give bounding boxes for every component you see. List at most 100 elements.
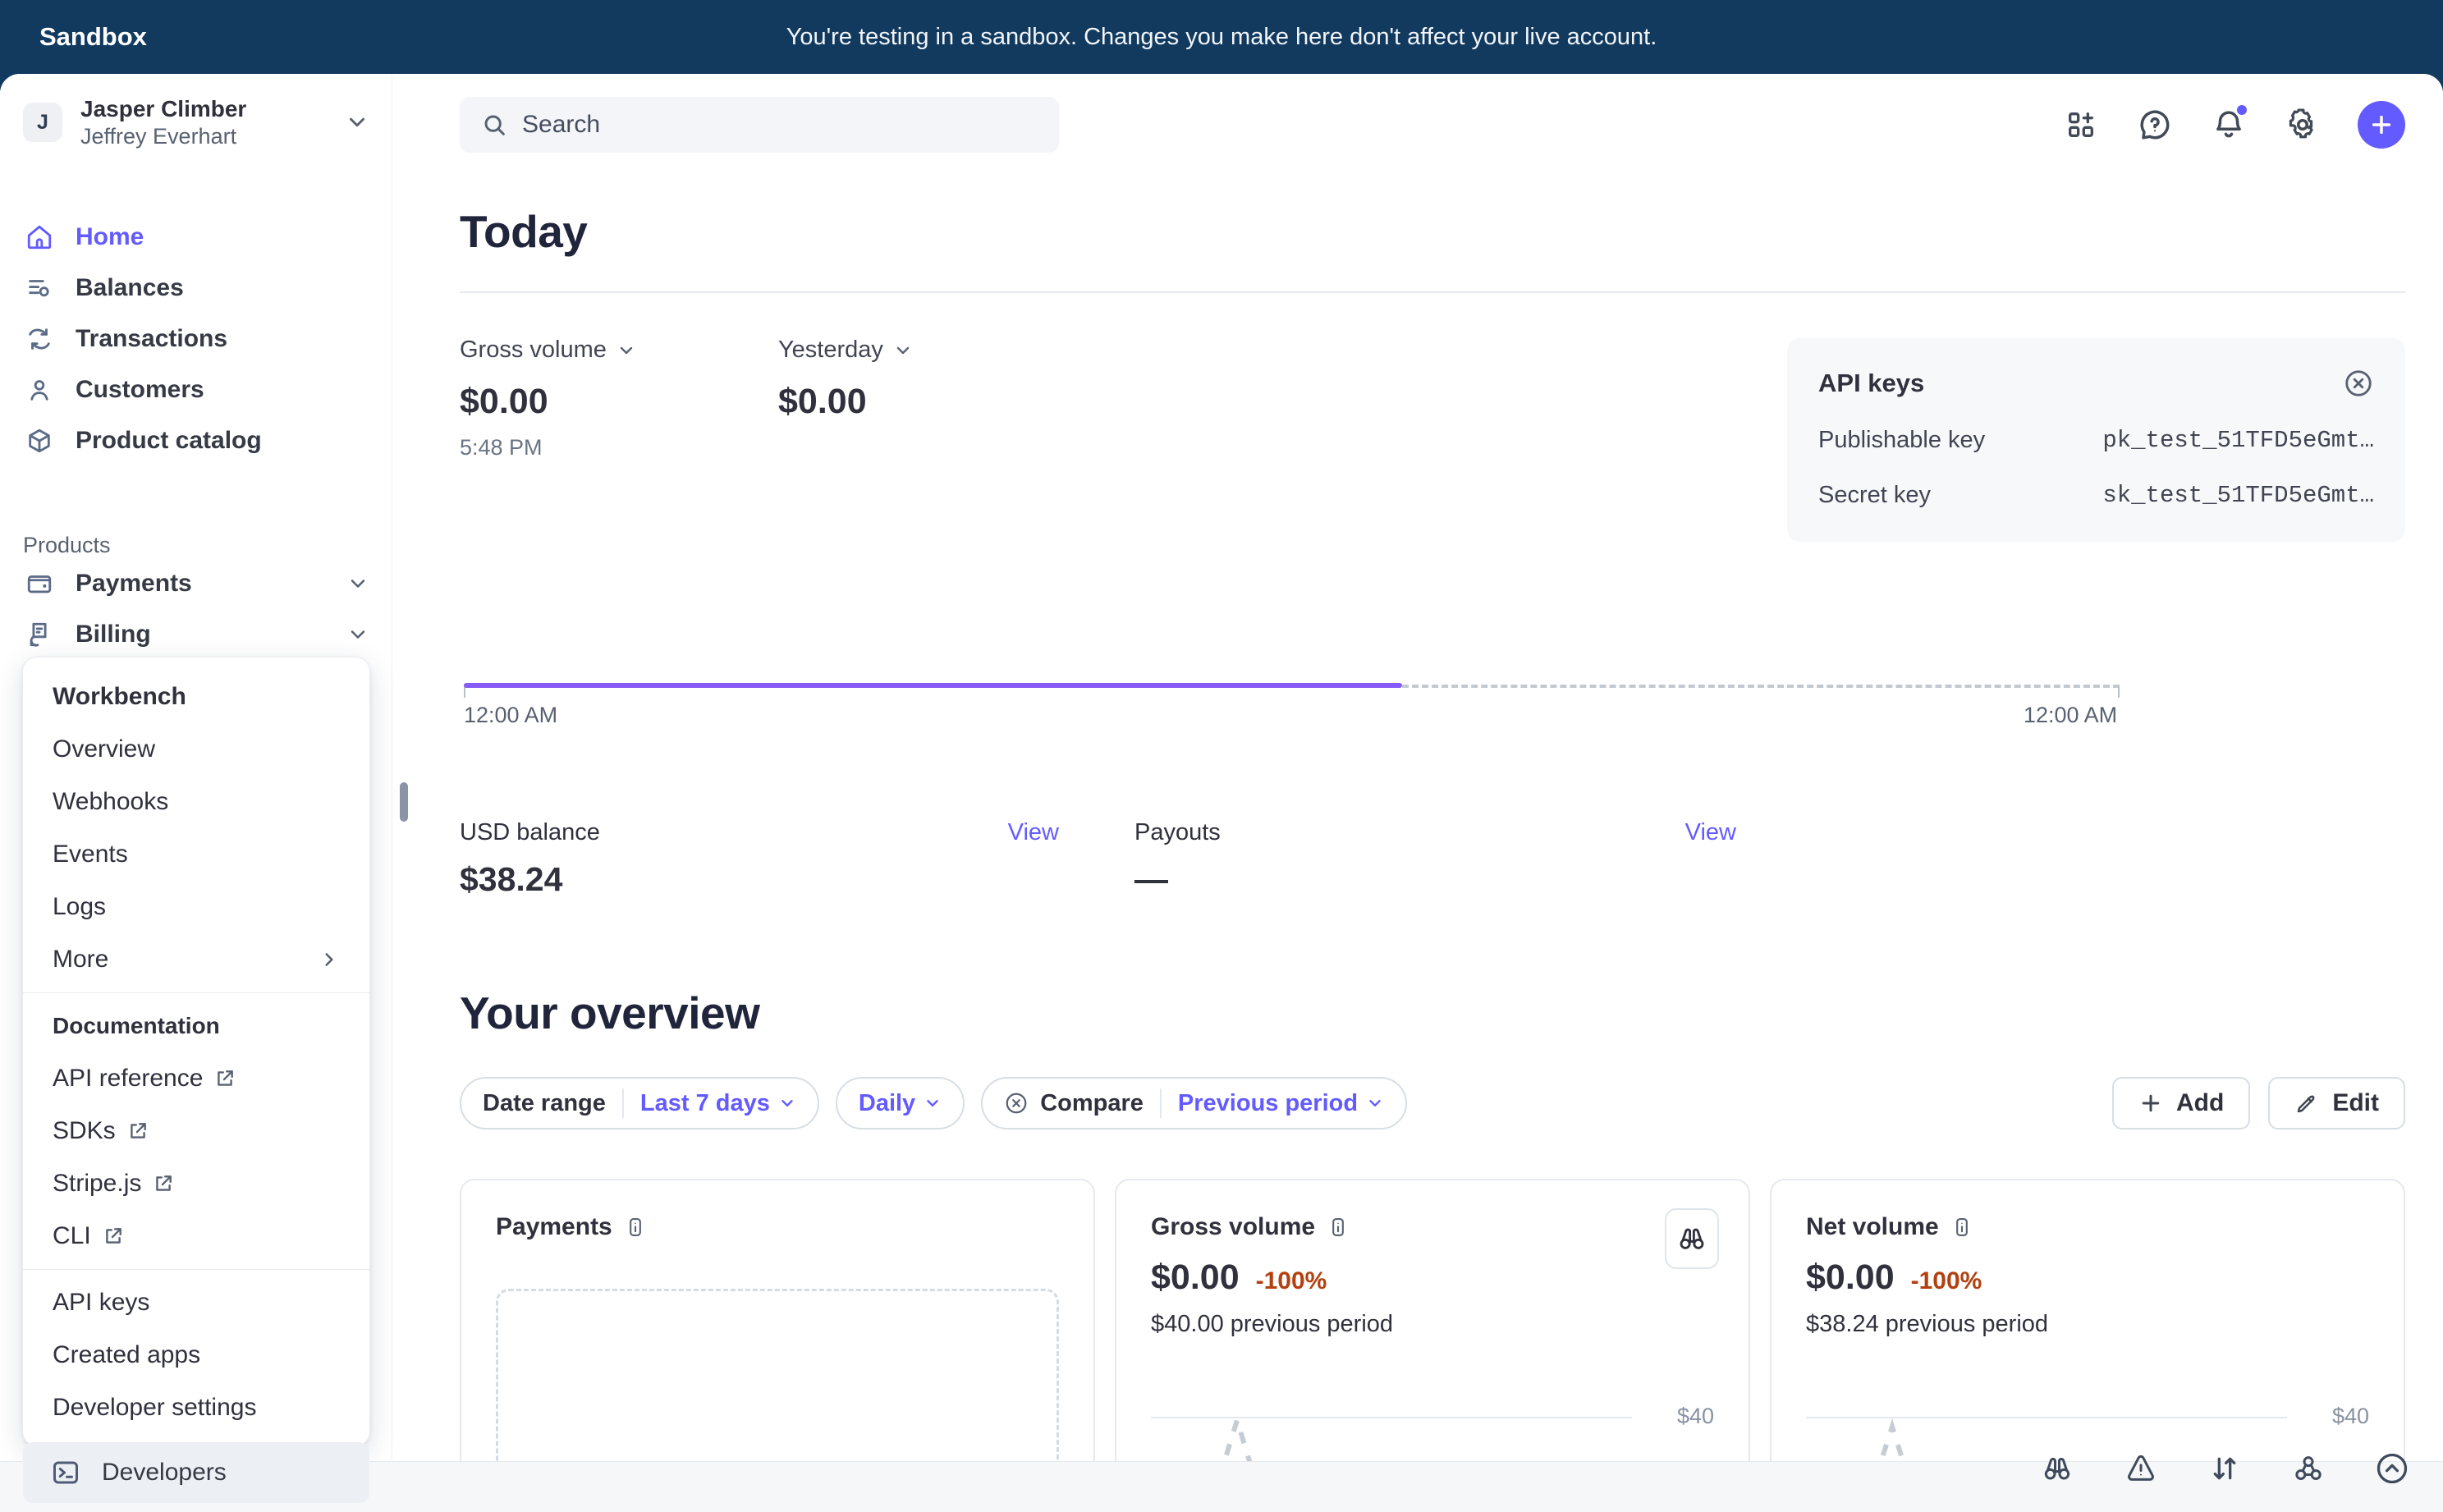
topbar-actions bbox=[2062, 97, 2405, 153]
gross-volume-selector[interactable]: Gross volume bbox=[460, 337, 636, 364]
sidebar-item-label: Product catalog bbox=[76, 427, 262, 455]
binoculars-icon[interactable] bbox=[2039, 1450, 2075, 1487]
explore-binoculars-button[interactable] bbox=[1665, 1208, 1719, 1269]
sidebar-item-payments[interactable]: Payments bbox=[0, 558, 392, 609]
divider bbox=[622, 1088, 624, 1118]
payouts-value: — bbox=[1134, 860, 1168, 899]
gross-volume-time: 5:48 PM bbox=[460, 435, 636, 460]
expand-up-icon[interactable] bbox=[2374, 1450, 2410, 1487]
date-range-label: Date range bbox=[483, 1090, 606, 1117]
card-value: $0.00 bbox=[1806, 1258, 1895, 1298]
popup-item-api-reference[interactable]: API reference bbox=[23, 1052, 369, 1105]
payouts-view-link[interactable]: View bbox=[1685, 819, 1736, 846]
yesterday-metric: Yesterday $0.00 bbox=[778, 337, 913, 422]
sandbox-banner: Sandbox You're testing in a sandbox. Cha… bbox=[0, 0, 2443, 74]
info-icon[interactable] bbox=[1950, 1216, 1973, 1239]
chevron-down-icon bbox=[346, 623, 369, 646]
yesterday-selector[interactable]: Yesterday bbox=[778, 337, 913, 364]
usd-balance-label: USD balance bbox=[460, 819, 600, 846]
timeline-tick bbox=[2118, 686, 2120, 698]
sidebar-item-transactions[interactable]: Transactions bbox=[0, 314, 392, 364]
search-input[interactable] bbox=[522, 111, 1015, 139]
transactions-icon bbox=[23, 325, 56, 353]
apps-grid-icon[interactable] bbox=[2062, 106, 2100, 144]
popup-item-logs[interactable]: Logs bbox=[23, 881, 369, 933]
compare-filter[interactable]: Compare Previous period bbox=[981, 1077, 1407, 1129]
info-icon[interactable] bbox=[624, 1216, 647, 1239]
gross-volume-metric: Gross volume $0.00 5:48 PM bbox=[460, 337, 636, 460]
close-icon[interactable] bbox=[2343, 368, 2374, 399]
card-title: Net volume bbox=[1806, 1213, 1939, 1241]
publishable-key-value[interactable]: pk_test_51TFD5eGmt… bbox=[2102, 427, 2374, 454]
chevron-down-icon bbox=[1366, 1094, 1384, 1112]
popup-item-api-keys[interactable]: API keys bbox=[23, 1276, 369, 1329]
help-icon[interactable] bbox=[2136, 106, 2174, 144]
popup-item-stripe-js[interactable]: Stripe.js bbox=[23, 1157, 369, 1210]
create-plus-button[interactable] bbox=[2358, 101, 2405, 149]
today-timeline-chart: 12:00 AM 12:00 AM bbox=[464, 683, 2120, 696]
card-title: Payments bbox=[496, 1213, 612, 1241]
main-content: Today Gross volume $0.00 5:48 PM Yesterd… bbox=[392, 74, 2443, 1461]
package-icon bbox=[23, 427, 56, 455]
popup-header-documentation: Documentation bbox=[23, 1000, 369, 1052]
popup-item-developer-settings[interactable]: Developer settings bbox=[23, 1381, 369, 1434]
sidebar-item-label: Transactions bbox=[76, 325, 227, 353]
notifications-bell-icon[interactable] bbox=[2210, 106, 2248, 144]
popup-item-sdks[interactable]: SDKs bbox=[23, 1105, 369, 1157]
popup-item-events[interactable]: Events bbox=[23, 828, 369, 881]
card-value: $0.00 bbox=[1151, 1258, 1240, 1298]
developers-button[interactable]: Developers bbox=[23, 1442, 369, 1503]
info-icon[interactable] bbox=[1327, 1216, 1350, 1239]
sidebar-item-customers[interactable]: Customers bbox=[0, 364, 392, 415]
publishable-key-row: Publishable key pk_test_51TFD5eGmt… bbox=[1818, 427, 2374, 454]
sidebar-resize-handle[interactable] bbox=[400, 782, 408, 822]
settings-gear-icon[interactable] bbox=[2284, 106, 2322, 144]
y-axis-tick: $40 bbox=[2295, 1404, 2369, 1429]
remove-compare-icon[interactable] bbox=[1004, 1091, 1029, 1116]
plus-icon bbox=[2138, 1091, 2163, 1116]
edit-button-label: Edit bbox=[2332, 1089, 2379, 1117]
sidebar-item-label: Customers bbox=[76, 376, 204, 404]
account-name: Jasper Climber bbox=[80, 94, 345, 123]
popup-item-overview[interactable]: Overview bbox=[23, 723, 369, 776]
alert-triangle-icon[interactable] bbox=[2123, 1450, 2159, 1487]
card-delta: -100% bbox=[1911, 1267, 1982, 1295]
sidebar-item-balances[interactable]: Balances bbox=[0, 263, 392, 314]
interval-filter[interactable]: Daily bbox=[836, 1077, 965, 1129]
sidebar-item-label: Billing bbox=[76, 621, 151, 648]
add-button[interactable]: Add bbox=[2112, 1077, 2250, 1129]
usd-balance-view-link[interactable]: View bbox=[1008, 819, 1059, 846]
popup-item-more[interactable]: More bbox=[23, 933, 369, 986]
app-surface: J Jasper Climber Jeffrey Everhart Home B… bbox=[0, 74, 2443, 1512]
popup-header-workbench: Workbench bbox=[23, 671, 369, 723]
timeline-tick bbox=[464, 686, 465, 698]
timeline-remaining-line bbox=[1402, 685, 2120, 688]
sidebar-item-product-catalog[interactable]: Product catalog bbox=[0, 415, 392, 466]
today-heading: Today bbox=[460, 205, 587, 258]
popup-item-cli[interactable]: CLI bbox=[23, 1210, 369, 1262]
customers-icon bbox=[23, 376, 56, 404]
popup-item-webhooks[interactable]: Webhooks bbox=[23, 776, 369, 828]
edit-button[interactable]: Edit bbox=[2268, 1077, 2405, 1129]
metric-label: Yesterday bbox=[778, 337, 883, 364]
sidebar-item-home[interactable]: Home bbox=[0, 212, 392, 263]
compare-label: Compare bbox=[1040, 1090, 1144, 1117]
interval-value: Daily bbox=[859, 1090, 915, 1117]
date-range-filter[interactable]: Date range Last 7 days bbox=[460, 1077, 819, 1129]
account-switcher[interactable]: J Jasper Climber Jeffrey Everhart bbox=[23, 95, 369, 149]
secret-key-value[interactable]: sk_test_51TFD5eGmt… bbox=[2102, 482, 2374, 509]
timeline-end-label: 12:00 AM bbox=[2024, 703, 2117, 728]
payouts-label: Payouts bbox=[1134, 819, 1221, 846]
metric-label: Gross volume bbox=[460, 337, 607, 364]
sidebar-item-billing[interactable]: Billing bbox=[0, 609, 392, 660]
card-previous-period: $38.24 previous period bbox=[1806, 1311, 2369, 1338]
popup-item-created-apps[interactable]: Created apps bbox=[23, 1329, 369, 1381]
divider bbox=[23, 992, 369, 993]
pencil-icon bbox=[2294, 1091, 2319, 1116]
external-link-icon bbox=[127, 1120, 149, 1142]
chevron-down-icon bbox=[778, 1094, 796, 1112]
search-bar[interactable] bbox=[460, 97, 1059, 153]
webhook-icon[interactable] bbox=[2290, 1450, 2326, 1487]
sort-arrows-icon[interactable] bbox=[2207, 1450, 2243, 1487]
account-names: Jasper Climber Jeffrey Everhart bbox=[80, 94, 345, 151]
